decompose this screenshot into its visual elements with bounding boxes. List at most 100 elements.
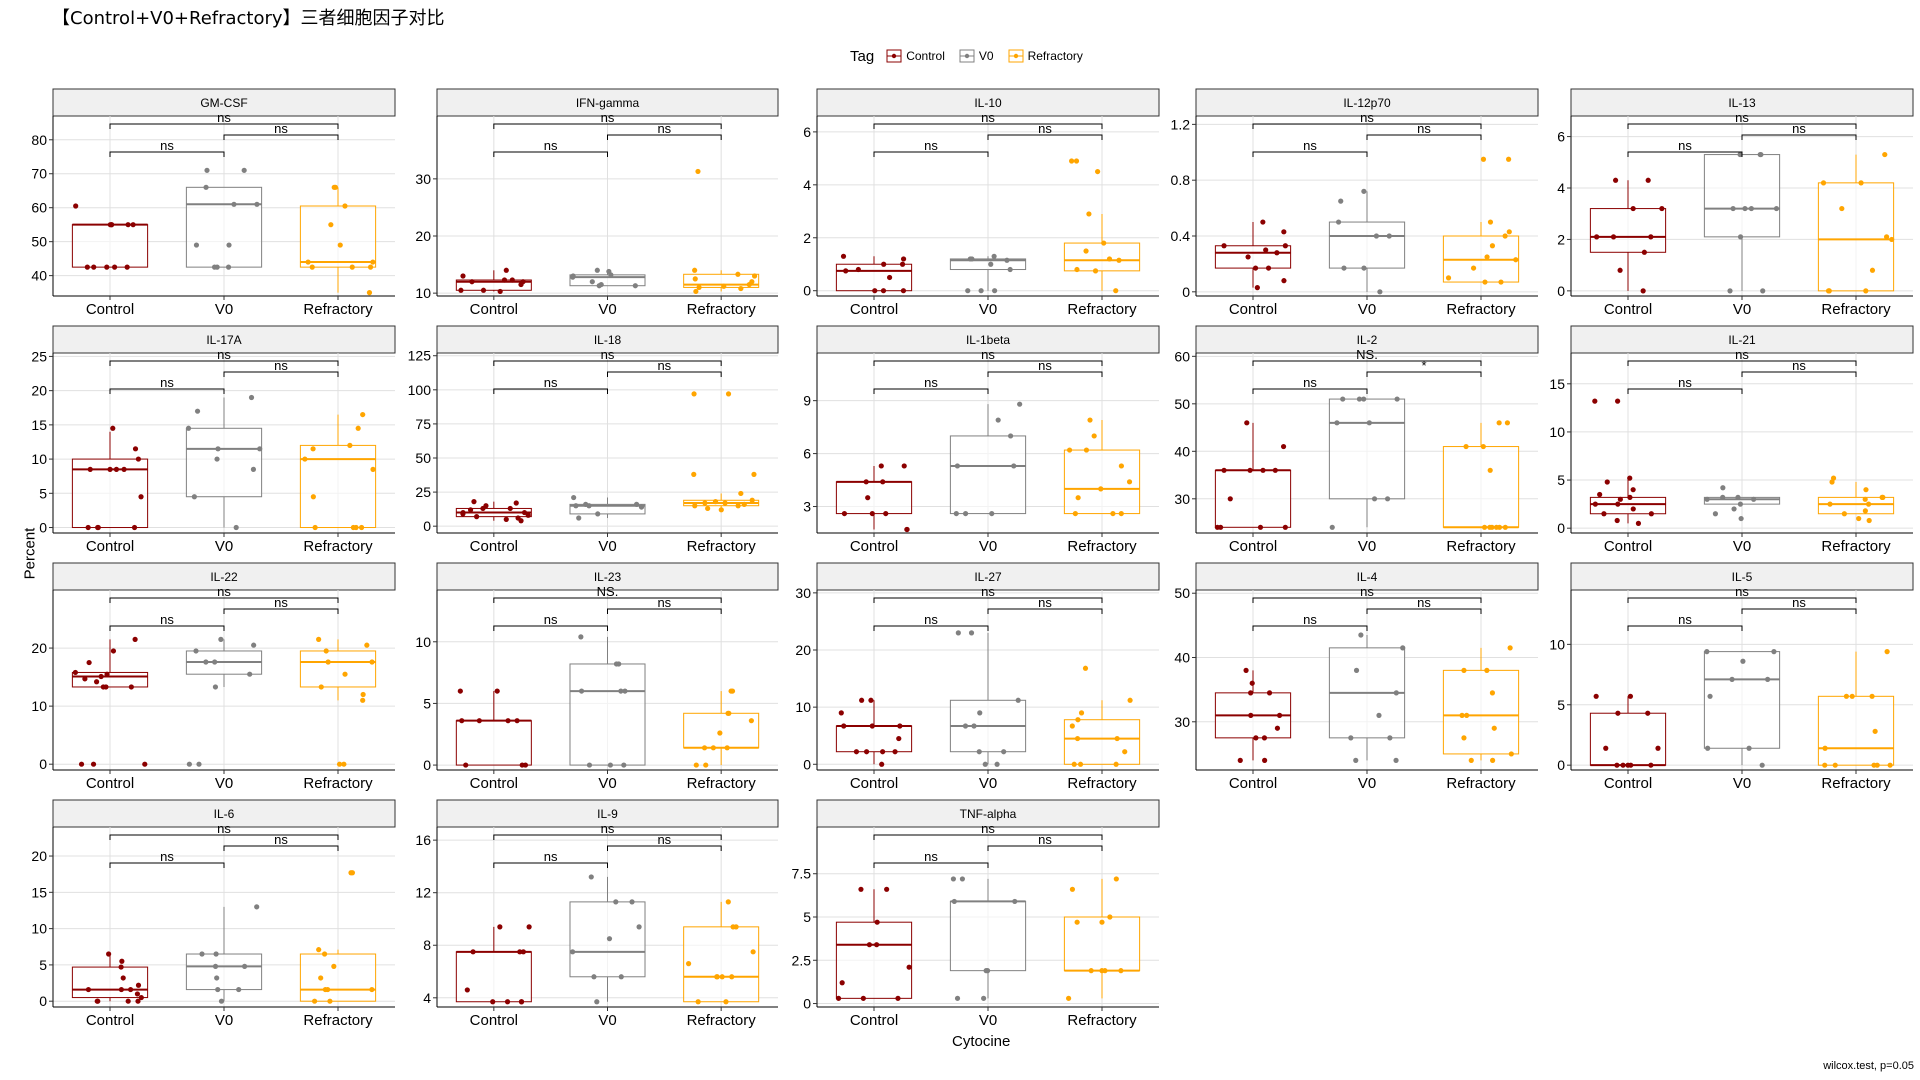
point-v0 <box>1773 205 1780 212</box>
point-v0 <box>1400 645 1406 651</box>
sig-bracket-control-v0-label: ns <box>924 849 938 864</box>
box-control <box>455 720 532 766</box>
box-control <box>1214 245 1292 269</box>
point-control <box>112 264 118 270</box>
facet-strip-label: IL-27 <box>974 570 1002 584</box>
point-control <box>490 999 496 1005</box>
sig-bracket-v0-refractory <box>607 845 722 851</box>
sig-bracket-v0-refractory <box>987 608 1103 614</box>
box-refractory <box>1063 242 1141 272</box>
point-control <box>1640 288 1646 294</box>
point-control <box>1648 762 1654 768</box>
box-v0 <box>569 663 646 766</box>
point-refractory <box>751 471 757 477</box>
sig-bracket-control-refractory-label: NS. <box>1356 347 1378 362</box>
point-v0 <box>257 446 263 452</box>
point-refractory <box>1095 168 1101 175</box>
facet-strip <box>436 325 779 354</box>
point-v0 <box>1393 690 1399 696</box>
box-control <box>71 966 149 999</box>
x-tick-label: Control <box>470 301 518 318</box>
point-refractory <box>349 870 356 876</box>
box-control <box>455 951 532 1003</box>
facet-strip-label: IL-22 <box>210 570 238 584</box>
sig-bracket-control-v0-label: ns <box>544 849 558 864</box>
y-tick-label: 80 <box>31 132 47 148</box>
box-v0 <box>949 258 1027 271</box>
x-tick-label: Refractory <box>303 775 373 792</box>
point-refractory <box>1069 723 1075 729</box>
sig-bracket-control-refractory-label: ns <box>981 584 995 599</box>
sig-bracket-control-refractory <box>873 123 1103 129</box>
point-refractory <box>1463 443 1469 450</box>
legend-key-v0 <box>959 49 975 63</box>
point-refractory <box>1445 275 1452 281</box>
y-tick-label: 30 <box>1174 714 1190 730</box>
legend-label-v0: V0 <box>978 49 994 63</box>
y-tick-label: 15 <box>31 884 47 900</box>
point-control <box>1261 735 1268 741</box>
point-v0 <box>633 501 640 507</box>
point-control <box>899 261 906 267</box>
box-control <box>1589 712 1667 766</box>
y-tick-label: 10 <box>415 285 431 301</box>
point-control <box>859 697 865 703</box>
point-refractory <box>332 184 339 190</box>
point-control <box>128 684 134 690</box>
point-control <box>1265 265 1272 271</box>
point-control <box>1630 205 1636 212</box>
sig-bracket-control-refractory-label: ns <box>1735 110 1749 125</box>
sig-bracket-control-v0-label: ns <box>544 138 558 153</box>
point-control <box>1254 285 1260 291</box>
point-refractory <box>1884 649 1890 655</box>
point-control <box>1245 254 1251 260</box>
x-tick-label: V0 <box>215 301 233 318</box>
sig-bracket-control-refractory <box>109 834 339 840</box>
sig-bracket-v0-refractory <box>1741 371 1857 377</box>
sig-bracket-control-refractory <box>1627 360 1857 366</box>
x-tick-label: Refractory <box>687 301 757 318</box>
point-v0 <box>962 723 969 729</box>
sig-bracket-control-refractory <box>109 597 339 603</box>
sig-bracket-control-v0-label: ns <box>1678 138 1692 153</box>
y-tick-label: 0 <box>423 518 431 534</box>
point-control <box>517 949 523 955</box>
legend-label-control: Control <box>906 49 945 63</box>
x-tick-label: Refractory <box>687 538 757 555</box>
point-v0 <box>1371 496 1378 502</box>
point-refractory <box>1071 761 1077 767</box>
x-tick-label: Refractory <box>1067 538 1137 555</box>
y-tick-label: 0 <box>39 993 47 1009</box>
box-control <box>455 279 532 291</box>
sig-bracket-v0-refractory <box>1366 608 1482 614</box>
y-tick-label: 10 <box>31 698 47 714</box>
point-v0 <box>968 630 975 636</box>
point-refractory <box>331 963 337 969</box>
point-refractory <box>305 259 311 265</box>
sig-bracket-v0-refractory-label: ns <box>657 832 671 847</box>
sig-bracket-control-v0-label: ns <box>1303 375 1317 390</box>
point-v0 <box>247 671 253 677</box>
x-tick-label: Control <box>1229 538 1277 555</box>
point-v0 <box>989 510 995 517</box>
point-v0 <box>1341 265 1347 271</box>
y-tick-label: 10 <box>31 921 47 937</box>
point-control <box>85 986 92 993</box>
point-control <box>1248 712 1254 718</box>
sig-bracket-control-v0 <box>109 625 225 631</box>
point-refractory <box>316 636 322 642</box>
facet-strip-label: IL-13 <box>1728 96 1756 110</box>
box-refractory <box>299 650 377 688</box>
point-refractory <box>321 951 328 957</box>
point-control <box>460 273 466 279</box>
panel-il-2: IL-2 ns * NS. 30 40 50 60 Control V0 Refractory <box>1174 325 1539 555</box>
point-control <box>113 466 120 472</box>
point-refractory <box>735 271 741 277</box>
sig-bracket-control-refractory-label: ns <box>601 347 615 362</box>
x-tick-label: Control <box>1229 775 1277 792</box>
point-control <box>1627 494 1633 500</box>
point-v0 <box>1393 757 1399 763</box>
point-control <box>1272 467 1278 473</box>
sig-bracket-control-v0-label: ns <box>924 375 938 390</box>
point-control <box>901 463 907 469</box>
